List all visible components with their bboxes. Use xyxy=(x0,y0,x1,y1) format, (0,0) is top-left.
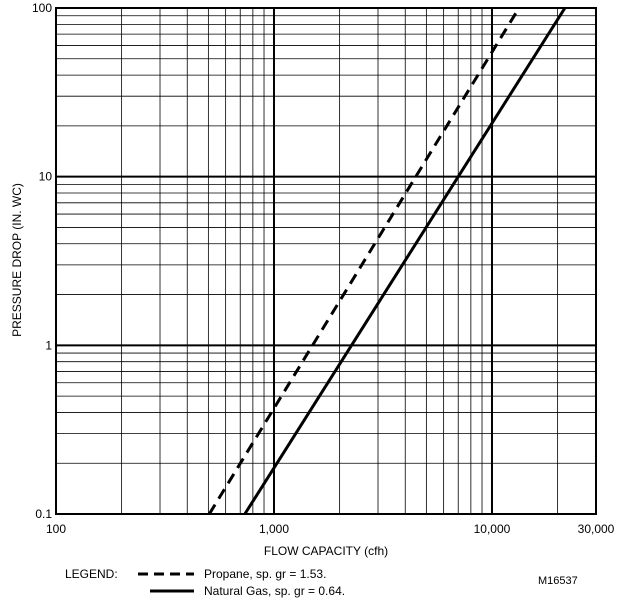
y-tick-label: 10 xyxy=(39,170,53,184)
x-axis-label: FLOW CAPACITY (cfh) xyxy=(264,544,388,558)
x-tick-label: 100 xyxy=(46,522,66,536)
legend-title: LEGEND: xyxy=(65,567,118,581)
plot-frame xyxy=(55,7,597,515)
legend-propane-label: Propane, sp. gr = 1.53. xyxy=(204,567,326,581)
natural-gas-line xyxy=(243,7,567,515)
series-lines xyxy=(208,7,567,515)
x-tick-label: 1,000 xyxy=(259,522,289,536)
figure-id: M16537 xyxy=(538,575,578,587)
grid-lines xyxy=(55,7,597,515)
y-tick-label: 0.1 xyxy=(35,507,52,521)
tick-labels: 100 1,000 10,000 30,000 0.1 1 10 100 xyxy=(32,1,615,536)
propane-line xyxy=(208,7,521,515)
y-tick-label: 1 xyxy=(45,338,52,352)
x-tick-label: 30,000 xyxy=(578,522,615,536)
y-tick-label: 100 xyxy=(32,1,52,15)
legend: LEGEND: Propane, sp. gr = 1.53. Natural … xyxy=(65,567,345,598)
y-axis-label: PRESSURE DROP (IN. WC) xyxy=(10,183,24,337)
x-tick-label: 10,000 xyxy=(474,522,511,536)
legend-natural-gas-label: Natural Gas, sp. gr = 0.64. xyxy=(204,584,345,598)
